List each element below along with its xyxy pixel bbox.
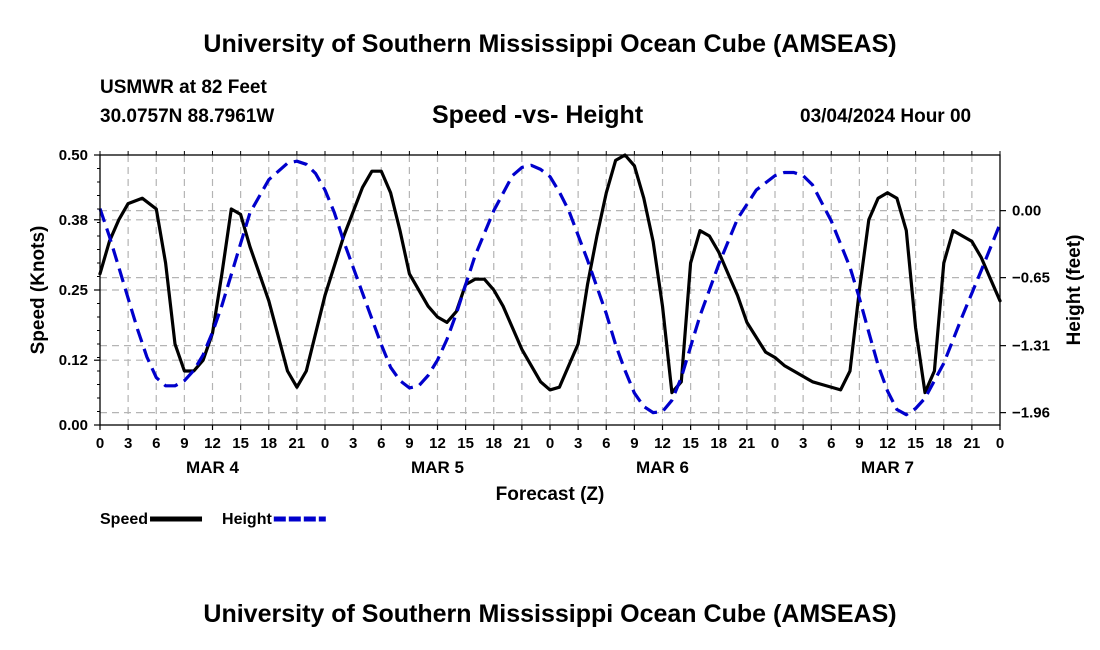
- chart-subtitle: Speed -vs- Height: [432, 101, 644, 129]
- legend-label-height: Height: [222, 511, 272, 528]
- y2-tick-label: −0.65: [1012, 270, 1050, 287]
- x-tick-label: 18: [710, 435, 727, 452]
- station-label: USMWR at 82 Feet: [100, 77, 267, 98]
- x-tick-label: 18: [935, 435, 952, 452]
- x-tick-label: 15: [907, 435, 924, 452]
- x-date-label: MAR 4: [186, 458, 239, 477]
- x-axis-title: Forecast (Z): [496, 484, 605, 505]
- x-tick-label: 6: [377, 435, 385, 452]
- x-tick-label: 9: [405, 435, 413, 452]
- x-tick-label: 0: [321, 435, 329, 452]
- footer-title: University of Southern Mississippi Ocean…: [203, 600, 897, 628]
- axes: 0 3 6 9 12 15 18 21 0 3 6 9 12 15 18 21 0 3 6 9 12 15 18 21 0 3 6 9…: [28, 147, 1085, 505]
- x-tick-label: 3: [124, 435, 132, 452]
- y2-tick-label: −1.31: [1012, 338, 1050, 355]
- x-tick-label: 6: [602, 435, 610, 452]
- x-tick-label: 21: [964, 435, 981, 452]
- x-tick-label: 12: [429, 435, 446, 452]
- x-tick-label: 15: [457, 435, 474, 452]
- legend-label-speed: Speed: [100, 511, 148, 528]
- x-tick-label: 9: [855, 435, 863, 452]
- x-tick-label: 18: [485, 435, 502, 452]
- x-date-label: MAR 6: [636, 458, 689, 477]
- x-tick-label: 21: [739, 435, 756, 452]
- x-tick-label: 0: [96, 435, 104, 452]
- series-line-speed: [98, 153, 1002, 395]
- y-tick-label: 0.00: [59, 417, 88, 434]
- series-lines: [98, 153, 1002, 417]
- y-tick-label: 0.38: [59, 212, 88, 229]
- y-tick-label: 0.12: [59, 352, 88, 369]
- x-tick-label: 0: [771, 435, 779, 452]
- x-tick-label: 12: [204, 435, 221, 452]
- x-tick-label: 3: [349, 435, 357, 452]
- x-tick-label: 12: [654, 435, 671, 452]
- x-tick-label: 15: [232, 435, 249, 452]
- x-tick-label: 6: [152, 435, 160, 452]
- grid: [100, 154, 1000, 425]
- x-tick-label: 0: [996, 435, 1004, 452]
- x-tick-label: 6: [827, 435, 835, 452]
- x-tick-label: 9: [180, 435, 188, 452]
- x-tick-label: 12: [879, 435, 896, 452]
- y-tick-label: 0.50: [59, 147, 88, 164]
- x-date-label: MAR 5: [411, 458, 464, 477]
- y-tick-label: 0.25: [59, 282, 88, 299]
- x-tick-label: 9: [630, 435, 638, 452]
- station-coordinates: 30.0757N 88.7961W: [100, 106, 275, 127]
- x-tick-label: 0: [546, 435, 554, 452]
- y2-axis-title: Height (feet): [1064, 235, 1085, 346]
- speed-height-chart: 0 3 6 9 12 15 18 21 0 3 6 9 12 15 18 21 0 3 6 9 12 15 18 21 0 3 6 9…: [28, 147, 1085, 528]
- x-tick-label: 15: [682, 435, 699, 452]
- y2-tick-label: −1.96: [1012, 405, 1050, 422]
- x-tick-label: 18: [260, 435, 277, 452]
- forecast-datetime: 03/04/2024 Hour 00: [800, 106, 972, 127]
- y-axis-title: Speed (Knots): [28, 226, 49, 355]
- legend: Speed Height: [100, 511, 326, 528]
- x-tick-label: 21: [289, 435, 306, 452]
- series-line-height: [98, 159, 1002, 417]
- x-tick-label: 3: [574, 435, 582, 452]
- page-title: University of Southern Mississippi Ocean…: [203, 30, 897, 58]
- x-tick-label: 21: [514, 435, 531, 452]
- x-tick-label: 3: [799, 435, 807, 452]
- y2-tick-label: 0.00: [1012, 203, 1041, 220]
- x-date-label: MAR 7: [861, 458, 914, 477]
